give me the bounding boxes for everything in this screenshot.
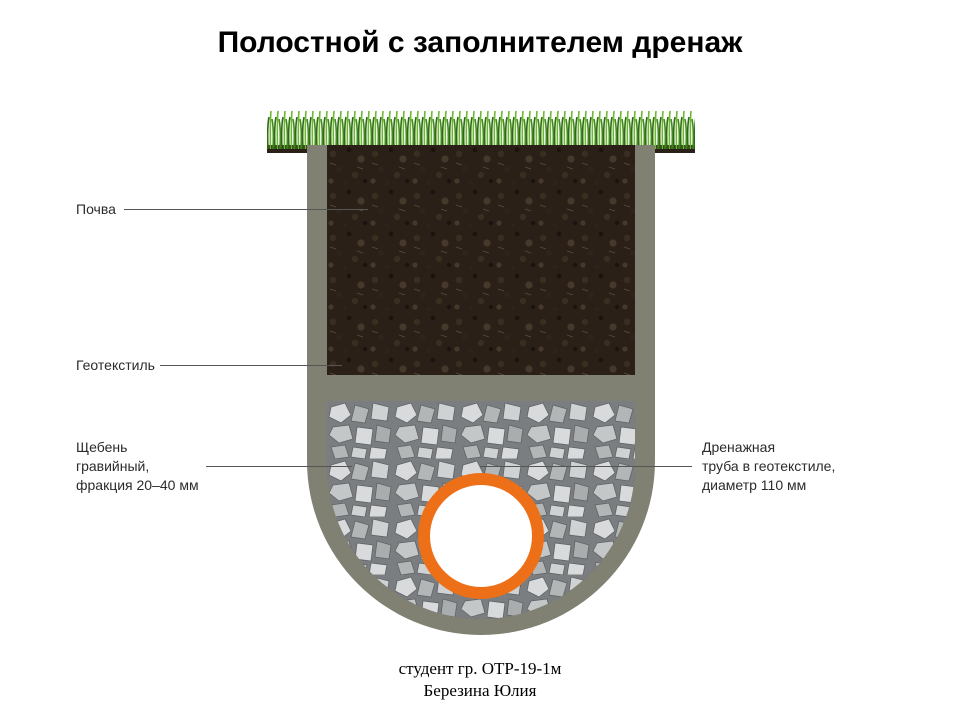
caption-l1: студент гр. ОТР-19-1м <box>399 659 562 678</box>
leader-gravel <box>206 466 352 467</box>
caption-l2: Березина Юлия <box>424 681 537 700</box>
label-soil: Почва <box>76 200 116 219</box>
cross-section <box>307 109 655 637</box>
label-gravel: Щебень гравийный, фракция 20–40 мм <box>76 438 199 495</box>
label-pipe-l3: диаметр 110 мм <box>702 477 806 493</box>
trench <box>307 145 655 635</box>
leader-soil <box>124 209 368 210</box>
label-geotextile: Геотекстиль <box>76 356 155 375</box>
grass-layer <box>267 109 695 149</box>
label-pipe: Дренажная труба в геотекстиле, диаметр 1… <box>702 438 835 495</box>
label-pipe-l2: труба в геотекстиле, <box>702 458 835 474</box>
label-gravel-l2: гравийный, <box>76 458 149 474</box>
pipe-inner <box>430 485 532 587</box>
geotextile-layer <box>327 375 635 401</box>
label-gravel-l1: Щебень <box>76 439 127 455</box>
leader-geotextile <box>160 365 342 366</box>
label-pipe-l1: Дренажная <box>702 439 775 455</box>
diagram: Почва Геотекстиль Щебень гравийный, фрак… <box>0 85 960 665</box>
label-gravel-l3: фракция 20–40 мм <box>76 477 199 493</box>
soil-layer <box>327 145 635 375</box>
page-title: Полостной с заполнителем дренаж <box>0 0 960 60</box>
pipe <box>418 473 544 599</box>
caption: студент гр. ОТР-19-1м Березина Юлия <box>0 658 960 702</box>
leader-pipe <box>480 466 692 467</box>
